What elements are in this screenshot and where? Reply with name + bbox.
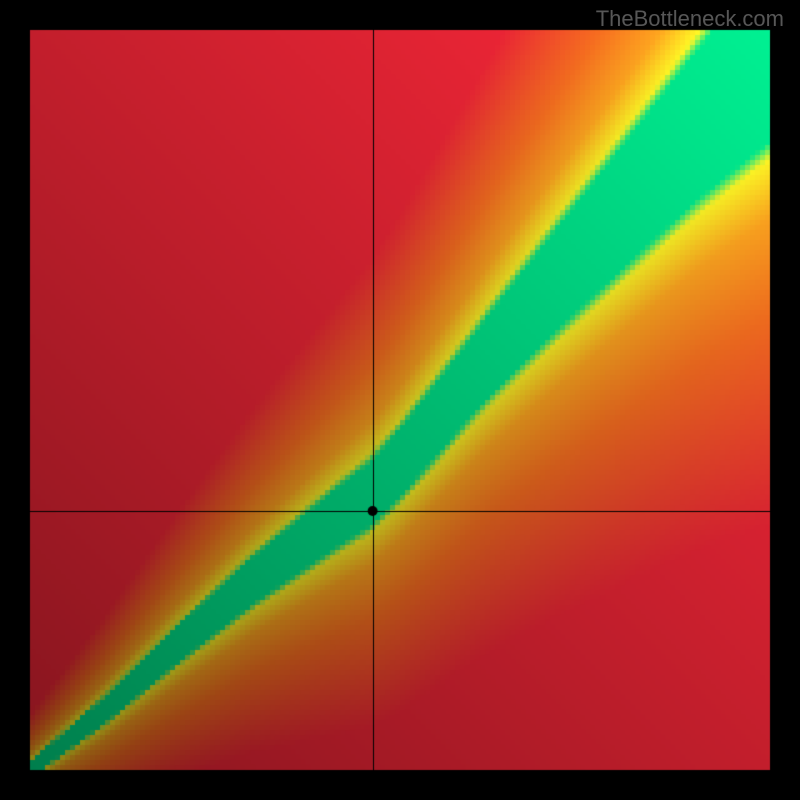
bottleneck-heatmap bbox=[0, 0, 800, 800]
chart-container: TheBottleneck.com bbox=[0, 0, 800, 800]
watermark-text: TheBottleneck.com bbox=[596, 6, 784, 32]
